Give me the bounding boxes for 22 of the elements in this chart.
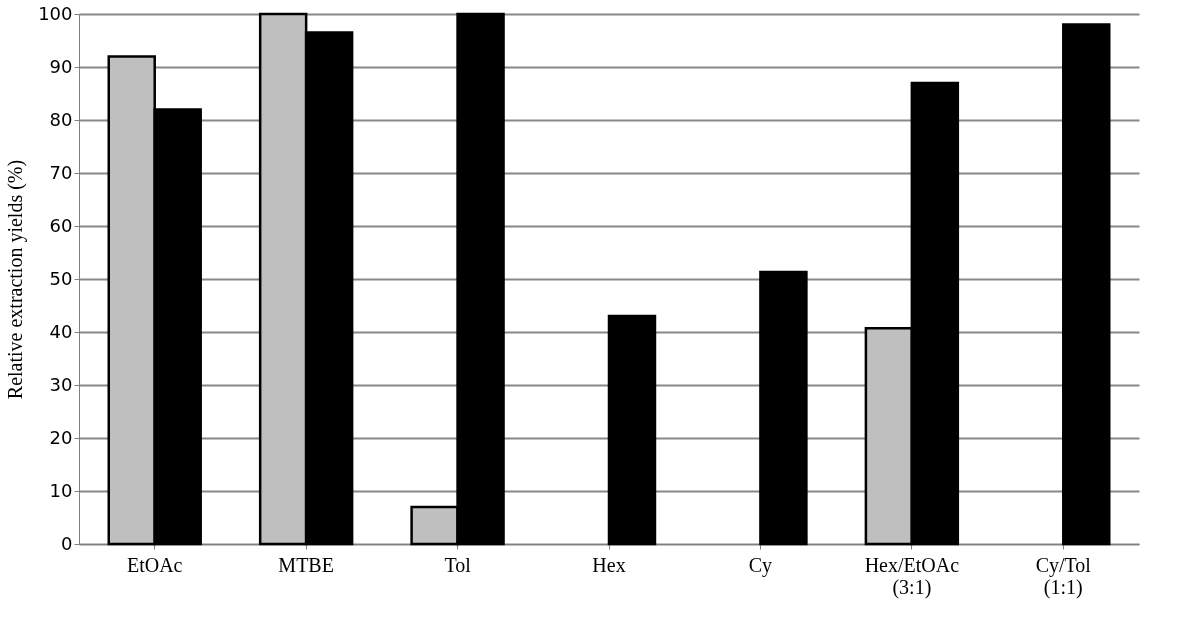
x-tick-label: Hex/EtOAc (3:1) bbox=[864, 553, 960, 599]
y-tick-label: 80 bbox=[49, 108, 73, 130]
x-tick-label: Cy/Tol (1:1) bbox=[1035, 553, 1092, 599]
y-tick-label: 70 bbox=[49, 161, 73, 183]
y-tick-label: 30 bbox=[49, 373, 73, 395]
bar bbox=[1062, 23, 1111, 546]
y-axis-title: Relative extraction yields (%) bbox=[4, 159, 28, 400]
y-tick-label: 50 bbox=[49, 267, 73, 289]
x-tick-label: Cy bbox=[748, 553, 773, 577]
y-tick-label: 20 bbox=[49, 426, 73, 448]
x-tick-label: Hex bbox=[592, 553, 626, 576]
y-tick-label: 100 bbox=[38, 2, 73, 24]
y-tick-label: 0 bbox=[61, 532, 73, 554]
y-tick-label: 60 bbox=[49, 214, 73, 236]
x-tick-label: Tol bbox=[444, 553, 472, 576]
y-tick-label: 10 bbox=[49, 479, 73, 501]
x-tick-label: EtOAc bbox=[126, 553, 183, 576]
y-tick-label: 90 bbox=[49, 55, 73, 77]
bar bbox=[759, 270, 808, 546]
x-tick-label: MTBE bbox=[278, 553, 334, 576]
y-tick-label: 40 bbox=[49, 320, 73, 342]
bar bbox=[607, 314, 657, 546]
